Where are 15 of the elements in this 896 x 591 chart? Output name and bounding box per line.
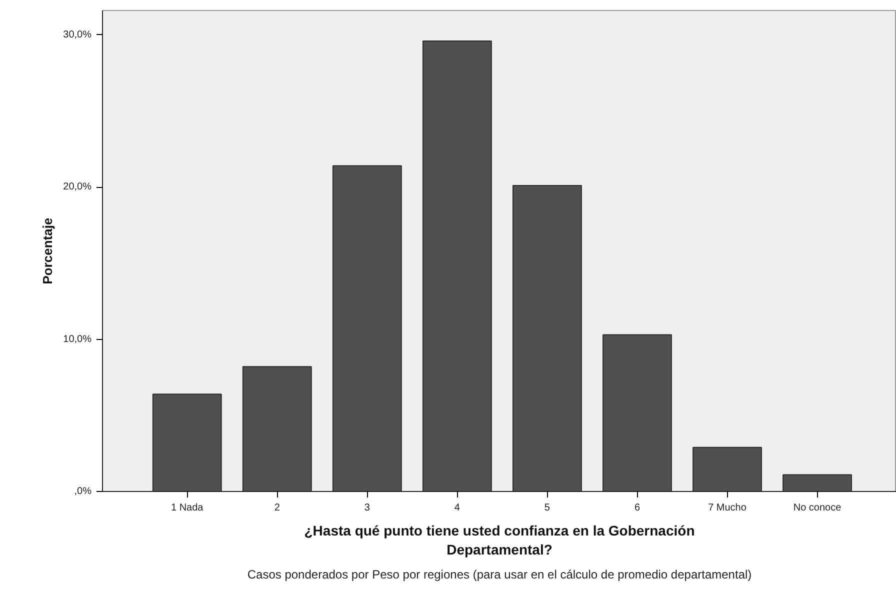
- y-tick-label: ,0%: [74, 486, 92, 497]
- y-tick-label: 20,0%: [63, 182, 92, 193]
- y-tick-label: 30,0%: [63, 29, 92, 40]
- y-axis-title: Porcentaje: [40, 218, 56, 284]
- x-tick-label: 2: [274, 502, 280, 514]
- x-tick-label: No conoce: [793, 502, 842, 514]
- x-tick-label: 5: [544, 502, 550, 514]
- x-axis-title: ¿Hasta qué punto tiene usted confianza en la Gobernación Departamental?: [304, 522, 695, 558]
- text: Casos ponderados por Peso por regiones (para usar en el cálculo de promedio departamental): [247, 568, 752, 582]
- x-tick-label: 1 Nada: [171, 502, 204, 514]
- x-tick-label: 3: [364, 502, 370, 514]
- x-tick-label: 4: [454, 502, 460, 514]
- x-tick-label: 6: [634, 502, 640, 514]
- x-tick-label: 7 Mucho: [708, 502, 747, 514]
- y-tick-label: 10,0%: [63, 334, 92, 345]
